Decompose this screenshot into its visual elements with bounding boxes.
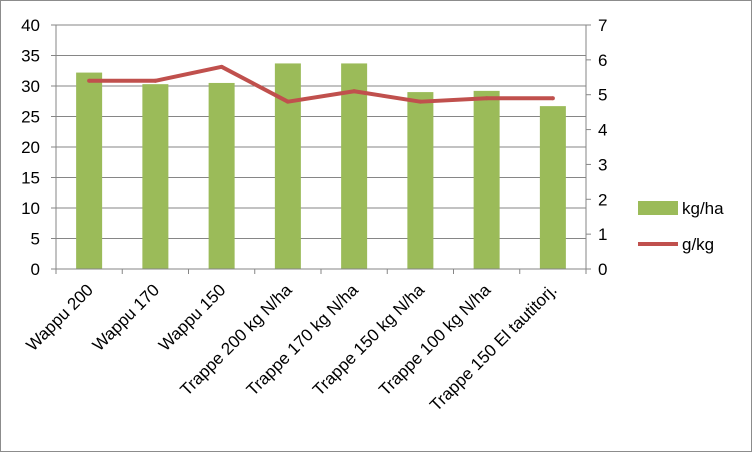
left-tick-label: 5 <box>31 230 40 249</box>
right-tick-label: 6 <box>598 51 607 70</box>
line-point <box>352 89 357 94</box>
right-tick-label: 0 <box>598 260 607 279</box>
bar <box>208 82 235 269</box>
legend-label-kg-ha: kg/ha <box>682 199 724 218</box>
series-line <box>89 64 553 104</box>
left-tick-label: 15 <box>21 169 40 188</box>
line-point <box>550 96 555 101</box>
line-point <box>219 64 224 69</box>
bar <box>341 63 368 270</box>
right-tick-label: 1 <box>598 225 607 244</box>
line-point <box>285 99 290 104</box>
bar-series-kg-ha <box>76 63 566 270</box>
bar <box>274 63 301 270</box>
bar <box>142 84 169 269</box>
line-point <box>87 78 92 83</box>
legend: kg/ha g/kg <box>638 199 724 254</box>
legend-swatch-kg-ha <box>638 201 678 215</box>
line-point <box>418 99 423 104</box>
right-axis-ticks: 0 1 2 3 4 5 6 7 <box>598 16 607 279</box>
category-label: Wappu 170 <box>89 280 163 354</box>
left-tick-label: 35 <box>21 47 40 66</box>
left-tick-label: 0 <box>31 260 40 279</box>
gridlines <box>56 24 586 239</box>
bar <box>473 90 500 269</box>
right-tick-label: 3 <box>598 155 607 174</box>
right-tick-label: 2 <box>598 190 607 209</box>
line-point <box>484 96 489 101</box>
left-tick-label: 30 <box>21 77 40 96</box>
legend-label-g-kg: g/kg <box>682 235 714 254</box>
line-point <box>153 78 158 83</box>
bar <box>407 92 434 269</box>
left-tick-label: 25 <box>21 108 40 127</box>
category-label: Trappe 200 kg N/ha <box>176 280 296 400</box>
bar <box>539 106 566 269</box>
left-tick-label: 10 <box>21 199 40 218</box>
category-label: Trappe 100 kg N/ha <box>375 280 495 400</box>
category-label: Trappe 150 kg N/ha <box>309 280 429 400</box>
left-axis-ticks: 0 5 10 15 20 25 30 35 40 <box>21 16 40 279</box>
right-tick-label: 7 <box>598 16 607 35</box>
line-series-g-kg <box>87 64 555 104</box>
category-label: Wappu 200 <box>22 280 96 354</box>
left-tick-label: 40 <box>21 16 40 35</box>
left-tick-label: 20 <box>21 138 40 157</box>
bar <box>76 72 103 269</box>
right-tick-label: 4 <box>598 121 607 140</box>
category-label: Trappe 170 kg N/ha <box>243 280 363 400</box>
axes <box>51 24 591 274</box>
right-tick-label: 5 <box>598 86 607 105</box>
category-label: Trappe 150 El tautitorj. <box>426 280 561 415</box>
